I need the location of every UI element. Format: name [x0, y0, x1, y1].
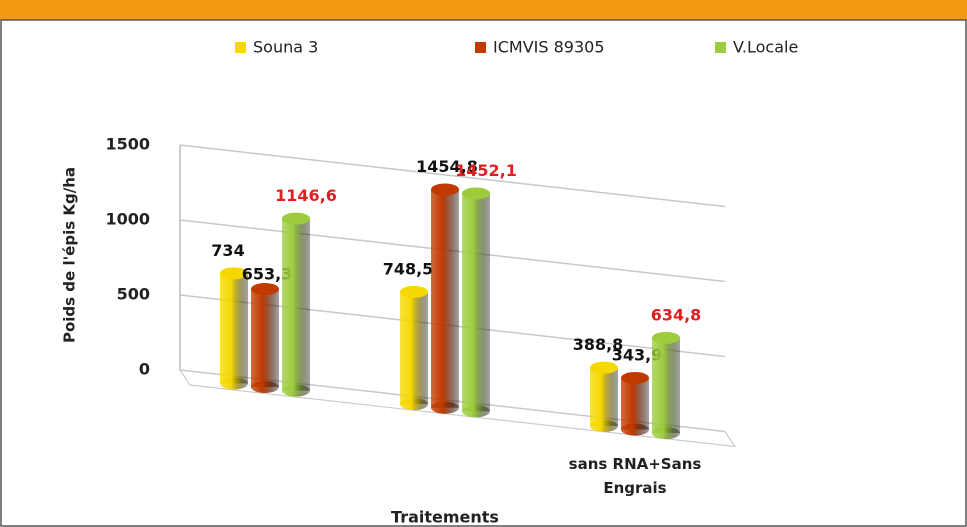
value-label: 1454,8 [416, 157, 478, 176]
x-axis-label: Traitements [391, 508, 499, 527]
frame [0, 19, 967, 527]
bar-top [621, 371, 649, 384]
legend-swatch [475, 42, 486, 53]
x-tick-label: sans RNA+Sans Engrais [569, 455, 702, 497]
bar-top [282, 212, 310, 225]
bar-bottom [462, 405, 490, 418]
y-tick-label: 1500 [105, 135, 150, 154]
legend-swatch [235, 42, 246, 53]
legend-label: Souna 3 [253, 38, 318, 57]
bar-bottom [220, 377, 248, 390]
floor [178, 369, 737, 448]
bar-bottom [251, 381, 279, 394]
legend-label: ICMVIS 89305 [493, 38, 605, 57]
bar [220, 273, 248, 384]
value-label: 388,8 [573, 335, 624, 354]
bar-bottom [282, 384, 310, 397]
legend-swatch [715, 42, 726, 53]
value-label: 653,3 [242, 265, 293, 284]
bar-top [251, 283, 279, 296]
value-label: 1146,6 [275, 186, 337, 205]
bar-top [462, 187, 490, 200]
bar [282, 218, 310, 391]
y-tick-label: 500 [117, 285, 150, 304]
header-band [0, 0, 967, 20]
bar [621, 377, 649, 430]
bar-bottom [621, 423, 649, 436]
bar-top [220, 267, 248, 280]
value-label: 343,9 [612, 345, 663, 364]
bar [462, 193, 490, 412]
y-tick-label: 0 [139, 360, 150, 379]
bar [431, 189, 459, 408]
bar-top [652, 331, 680, 344]
bar-bottom [431, 401, 459, 414]
y-axis-label: Poids de l'épis Kg/ha [61, 167, 79, 343]
bar-top [400, 285, 428, 298]
bar-bottom [590, 420, 618, 432]
value-label: 734 [211, 241, 244, 260]
value-label: 748,5 [383, 259, 434, 278]
value-label: 634,8 [651, 305, 702, 324]
bar-bottom [400, 398, 428, 411]
y-tick-label: 1000 [105, 210, 150, 229]
value-label: 1452,1 [455, 161, 517, 180]
bar-bottom [652, 427, 680, 440]
bar [590, 367, 618, 426]
bar-top [590, 361, 618, 374]
legend-label: V.Locale [733, 38, 798, 57]
bar [652, 337, 680, 434]
bar [400, 291, 428, 405]
grid-line [179, 144, 726, 208]
bar-top [431, 183, 459, 196]
bar [251, 289, 279, 388]
